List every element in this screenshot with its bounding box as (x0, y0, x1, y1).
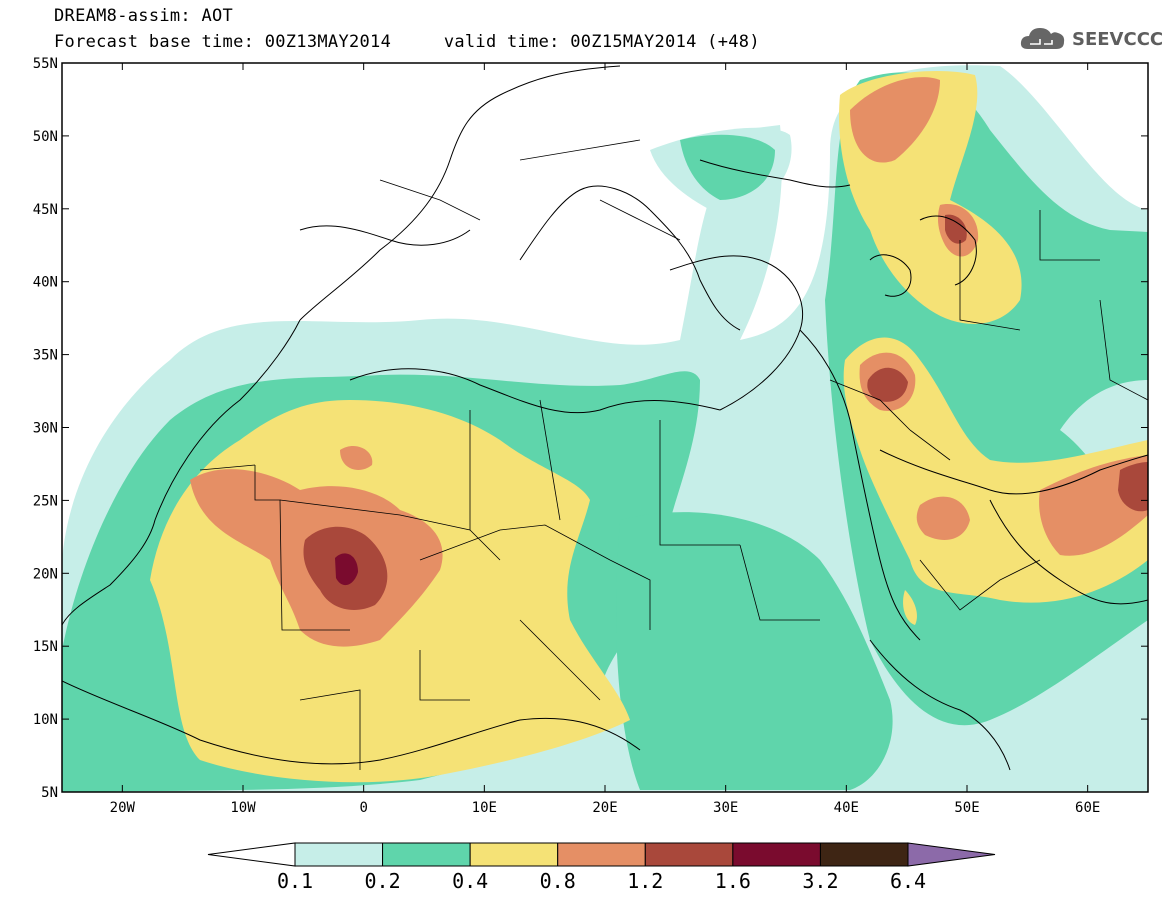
colorbar-box (469, 842, 559, 867)
lat-tick-label: 15N (33, 639, 58, 655)
colorbar-level-label: 1.6 (714, 869, 751, 893)
lon-tick-label: 40E (834, 800, 859, 816)
colorbar-box (644, 842, 734, 867)
lat-tick-label: 25N (33, 493, 58, 509)
lat-tick-label: 30N (33, 421, 58, 437)
chart-title: DREAM8-assim: AOT (54, 6, 234, 26)
lat-tick-label: 5N (41, 785, 58, 801)
colorbar-lower-triangle (207, 842, 296, 867)
cloud-icon (1020, 28, 1065, 49)
logo-text: SEEVCCC (1072, 28, 1164, 50)
lon-tick-label: 30E (713, 800, 738, 816)
colorbar-level-label: 0.1 (276, 869, 314, 893)
colorbar-level-label: 0.2 (364, 869, 401, 893)
colorbar-box (382, 842, 471, 867)
lat-tick-label: 20N (33, 566, 58, 582)
lat-tick-label: 55N (33, 56, 58, 72)
colorbar-level-label: 3.2 (802, 869, 839, 893)
lon-tick-label: 0 (359, 800, 367, 816)
lon-tick-label: 50E (954, 800, 979, 816)
country-borders (199, 139, 1148, 770)
lon-tick-label: 20E (592, 800, 617, 816)
aot-field (62, 63, 1148, 792)
colorbar-level-label: 0.8 (539, 869, 576, 893)
colorbar-box (294, 842, 384, 867)
base-time-label: Forecast base time: 00Z13MAY2014 (54, 32, 392, 52)
lon-tick-label: 60E (1075, 800, 1100, 816)
coastlines (62, 65, 1148, 771)
colorbar-box (557, 842, 646, 867)
forecast-times: Forecast base time: 00Z13MAY2014 valid t… (54, 32, 760, 52)
colorbar-upper-triangle (907, 842, 996, 867)
lat-tick-label: 10N (33, 712, 58, 728)
lat-tick-label: 45N (33, 202, 58, 218)
valid-time-label: valid time: 00Z15MAY2014 (+48) (443, 32, 760, 52)
lon-tick-label: 10W (230, 800, 256, 816)
colorbar (207, 842, 996, 867)
lat-tick-label: 50N (33, 129, 58, 145)
latitude-axis: 5N 10N 15N 20N 25N 30N 35N 40N 45N 50N 55N (33, 56, 1148, 801)
colorbar-level-label: 0.4 (452, 869, 489, 893)
seevccc-logo: SEEVCCC (1018, 24, 1163, 54)
lat-tick-label: 40N (33, 275, 58, 291)
longitude-axis: 20W 10W 0 10E 20E 30E 40E 50E 60E (110, 63, 1100, 816)
lon-tick-label: 20W (110, 800, 136, 816)
colorbar-box (819, 842, 909, 867)
lon-tick-label: 10E (472, 800, 497, 816)
colorbar-level-label: 1.2 (627, 869, 664, 893)
lat-tick-label: 35N (33, 348, 58, 364)
colorbar-level-label: 6.4 (889, 869, 927, 893)
colorbar-box (732, 842, 821, 867)
